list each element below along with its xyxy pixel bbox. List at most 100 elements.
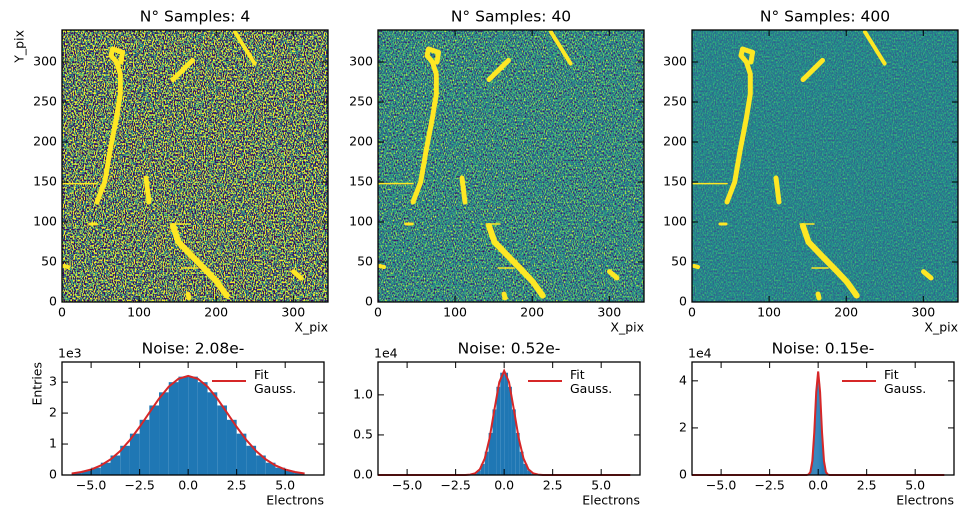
histogram-bar	[508, 386, 512, 475]
x-axis-label: Electrons	[896, 493, 954, 506]
histogram-bar	[275, 467, 286, 475]
x-axis-label: Electrons	[582, 493, 640, 506]
x-tick-label: 2.5	[227, 478, 247, 493]
fit-line	[378, 368, 631, 476]
x-tick-label: 200	[520, 305, 544, 320]
histogram-bar	[820, 401, 822, 475]
histogram-bar	[217, 405, 227, 475]
y-tick-label: 3	[49, 374, 57, 389]
axes-frame	[691, 29, 959, 303]
histogram-bar	[492, 409, 497, 475]
histogram-bar	[120, 445, 130, 475]
histogram-bar	[71, 472, 82, 475]
histogram-bar	[823, 455, 824, 475]
histogram-bar	[246, 445, 257, 475]
x-tick-label: 200	[204, 305, 228, 320]
histogram-bar	[207, 392, 218, 475]
y-tick-label: 300	[663, 54, 687, 69]
histogram-bar	[511, 409, 516, 475]
y-tick-label: 100	[663, 214, 687, 229]
y-tick-label: 150	[349, 174, 373, 189]
histogram-bar	[197, 382, 208, 475]
histogram-bar	[178, 376, 189, 475]
x-tick-label: 2.5	[543, 478, 563, 493]
histogram-bar	[496, 386, 501, 475]
y-tick-label: 0	[679, 467, 687, 482]
y-tick-label: 0	[49, 467, 57, 482]
histogram-bar	[294, 472, 305, 475]
y-tick-label: 200	[33, 134, 57, 149]
y-tick-label: 200	[349, 134, 373, 149]
x-tick-label: 300	[597, 305, 621, 320]
x-axis-label: Electrons	[266, 493, 324, 506]
histogram-bar	[265, 462, 276, 475]
x-axis-label: X_pix	[924, 320, 958, 335]
legend-label: Fit Gauss.	[570, 367, 613, 396]
histogram-bar	[811, 465, 813, 475]
x-axis-label: X_pix	[610, 320, 644, 335]
y-tick-label: 0	[365, 294, 373, 309]
histogram-bar	[515, 432, 520, 475]
y-tick-label: 0.0	[353, 467, 373, 482]
y-tick-label: 150	[663, 174, 687, 189]
x-tick-label: 200	[834, 305, 858, 320]
histogram-bar	[149, 405, 160, 475]
histogram-bar	[168, 382, 179, 475]
y-tick-label: 1.0	[353, 386, 373, 401]
histogram-bar	[110, 455, 121, 475]
x-axis-label: X_pix	[294, 320, 328, 335]
offset-label: 1e4	[374, 346, 398, 361]
x-tick-label: 0	[374, 305, 382, 320]
x-tick-label: 0.0	[494, 478, 514, 493]
y-tick-label: 50	[671, 254, 687, 269]
histogram-bar	[91, 467, 101, 475]
x-tick-label: 2.5	[857, 478, 877, 493]
chart-title: N° Samples: 40	[451, 8, 571, 26]
x-tick-label: −5.0	[76, 478, 106, 493]
y-tick-label: 2	[679, 419, 687, 434]
histogram-bar	[139, 419, 150, 475]
x-tick-label: 0	[58, 305, 66, 320]
histogram-bar	[500, 372, 505, 475]
x-tick-label: 300	[281, 305, 305, 320]
offset-label: 1e4	[688, 346, 712, 361]
axes-frame	[377, 29, 645, 303]
histogram-bar	[256, 455, 266, 475]
histogram-bar	[814, 422, 816, 475]
chart-title: N° Samples: 4	[140, 8, 250, 26]
histogram-bar	[823, 465, 825, 475]
y-tick-label: 150	[33, 174, 57, 189]
y-tick-label: 300	[349, 54, 373, 69]
x-tick-label: −2.5	[754, 478, 784, 493]
histogram-bar	[236, 433, 247, 475]
histogram-bar	[822, 441, 823, 475]
histogram-bar	[100, 462, 111, 475]
x-tick-label: 100	[127, 305, 151, 320]
axes-frame	[691, 361, 955, 476]
x-tick-label: 0.0	[808, 478, 828, 493]
x-tick-label: −5.0	[706, 478, 736, 493]
x-tick-label: 0.0	[178, 478, 198, 493]
y-tick-label: 250	[349, 94, 373, 109]
y-tick-label: 0.5	[353, 426, 373, 441]
histogram-bar	[188, 376, 198, 475]
axes-frame	[61, 29, 329, 303]
x-tick-label: 100	[757, 305, 781, 320]
axes-frame	[377, 361, 641, 476]
histogram-bar	[818, 372, 820, 475]
histogram-bar	[480, 463, 485, 475]
histogram-bar	[285, 470, 295, 475]
legend-label: Fit Gauss.	[254, 367, 297, 396]
y-axis-label: Entries	[30, 362, 45, 406]
chart-title: Noise: 2.08e-	[142, 340, 245, 358]
chart-title: Noise: 0.15e-	[772, 340, 875, 358]
chart-title: N° Samples: 400	[760, 8, 890, 26]
histogram-bar	[504, 372, 509, 475]
legend-label: Fit Gauss.	[884, 367, 927, 396]
histogram-bar	[527, 470, 532, 475]
histogram-bar	[226, 419, 237, 475]
y-tick-label: 300	[33, 54, 57, 69]
y-tick-label: 4	[679, 372, 687, 387]
offset-label: 1e3	[58, 346, 82, 361]
